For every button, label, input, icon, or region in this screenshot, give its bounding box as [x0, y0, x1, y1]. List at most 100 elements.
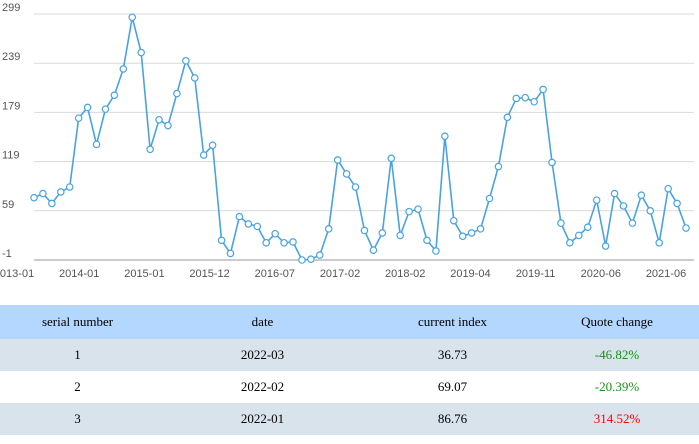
data-point: [39, 189, 47, 198]
data-point: [396, 231, 404, 240]
data-point: [610, 189, 619, 198]
data-point: [682, 224, 690, 232]
data-point: [387, 154, 396, 163]
data-point: [271, 229, 279, 238]
data-point: [360, 226, 369, 235]
data-point: [521, 93, 530, 102]
data-point: [316, 251, 324, 259]
data-point: [253, 222, 262, 231]
cell-date: 2022-03: [155, 339, 370, 371]
data-point: [566, 238, 574, 247]
data-point: [592, 196, 601, 204]
quote-table-wrap: serial number date current index Quote c…: [0, 305, 699, 435]
x-tick-label: 2013-01: [0, 268, 34, 280]
quote-table: serial number date current index Quote c…: [0, 305, 699, 435]
data-point: [289, 238, 297, 246]
x-tick-label: 2019-04: [450, 268, 490, 280]
y-tick-label: 119: [2, 150, 20, 162]
data-point: [190, 74, 199, 82]
data-point: [673, 199, 681, 208]
cell-serial: 1: [0, 339, 155, 371]
data-point: [458, 232, 467, 241]
cell-date: 2022-01: [155, 403, 370, 435]
data-point: [119, 65, 128, 73]
data-point: [432, 247, 440, 255]
data-point: [441, 132, 449, 140]
data-point: [110, 91, 119, 99]
cell-change: 314.52%: [535, 403, 699, 435]
line-chart: -1 59 119 179 239 299 2013-01 2014-01 2015-01 201…: [0, 2, 694, 280]
data-point: [101, 105, 110, 113]
grid-layer: [34, 13, 694, 212]
data-point: [369, 246, 378, 254]
x-tick-label: 2015-12: [189, 268, 229, 280]
table-row: 2 2022-02 69.07 -20.39%: [0, 371, 699, 403]
data-point: [503, 113, 512, 122]
x-tick-label: 2020-06: [581, 268, 621, 280]
table-header-row: serial number date current index Quote c…: [0, 305, 699, 339]
data-point: [48, 199, 56, 208]
cell-change: -20.39%: [535, 371, 699, 403]
data-point: [146, 145, 154, 154]
data-point: [324, 225, 333, 233]
data-point: [128, 13, 137, 22]
data-point: [601, 242, 610, 250]
data-point: [414, 205, 422, 213]
data-point: [512, 94, 521, 103]
points-layer: [30, 13, 690, 264]
data-point: [476, 225, 485, 233]
data-point: [235, 212, 244, 221]
x-tick-label: 2017-02: [320, 268, 360, 280]
table-row: 3 2022-01 86.76 314.52%: [0, 403, 699, 435]
x-tick-label: 2016-07: [255, 268, 295, 280]
y-tick-label: 239: [2, 51, 20, 63]
data-point: [655, 238, 664, 247]
data-point: [583, 223, 592, 232]
data-point: [244, 220, 253, 228]
x-tick-label: 2015-01: [124, 268, 164, 280]
data-point: [298, 256, 306, 264]
y-tick-label: -1: [2, 248, 12, 260]
data-point: [351, 183, 360, 191]
data-point: [467, 229, 476, 237]
data-point: [208, 141, 217, 150]
data-point: [449, 216, 458, 225]
data-point: [173, 89, 181, 98]
data-point: [164, 121, 172, 130]
cell-serial: 3: [0, 403, 155, 435]
data-point: [575, 231, 583, 240]
data-point: [619, 202, 628, 210]
x-tick-label: 2018-02: [385, 268, 425, 280]
y-tick-label: 179: [2, 100, 20, 112]
data-point: [637, 191, 646, 200]
data-point: [217, 236, 226, 245]
header-date: date: [155, 305, 370, 339]
cell-serial: 2: [0, 371, 155, 403]
data-point: [226, 249, 235, 258]
data-point: [280, 238, 288, 247]
header-current-index: current index: [370, 305, 535, 339]
header-quote-change: Quote change: [535, 305, 699, 339]
data-point: [664, 184, 672, 193]
data-point: [342, 170, 351, 178]
data-point: [494, 162, 503, 171]
data-point: [92, 140, 101, 149]
data-point: [199, 151, 208, 159]
cell-index: 69.07: [370, 371, 535, 403]
data-point: [423, 236, 431, 245]
data-point: [56, 188, 65, 196]
data-point: [65, 183, 74, 191]
cell-index: 86.76: [370, 403, 535, 435]
data-point: [539, 85, 547, 94]
data-point: [378, 229, 387, 237]
data-point: [182, 56, 190, 65]
x-tick-label: 2019-11: [516, 268, 556, 280]
table-row: 1 2022-03 36.73 -46.82%: [0, 339, 699, 371]
data-point: [30, 193, 38, 202]
data-point: [485, 194, 494, 203]
cell-date: 2022-02: [155, 371, 370, 403]
data-point: [155, 115, 163, 124]
data-point: [137, 48, 145, 57]
data-point: [548, 158, 556, 167]
data-point: [74, 114, 83, 122]
